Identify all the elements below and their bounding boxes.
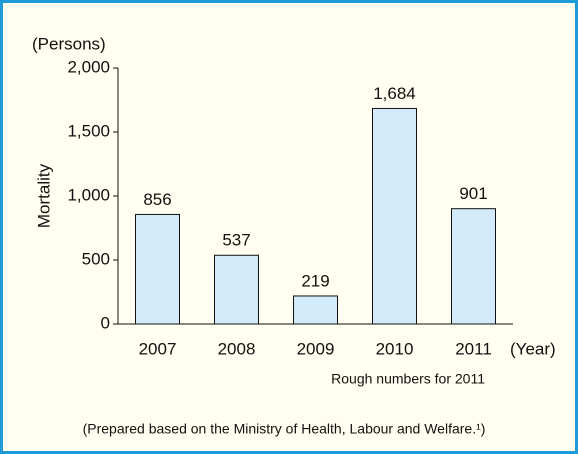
- data-label: 1,684: [373, 84, 416, 103]
- x-tick-label: 2010: [376, 339, 414, 358]
- y-unit: (Persons): [32, 34, 106, 53]
- note: Rough numbers for 2011: [331, 371, 485, 387]
- x-tick-label: 2008: [218, 339, 256, 358]
- y-tick-label: 2,000: [67, 57, 110, 76]
- source: (Prepared based on the Ministry of Healt…: [83, 421, 486, 437]
- bar: [372, 107, 417, 325]
- data-label: 856: [143, 190, 171, 209]
- x-tick-label: 2011: [455, 339, 492, 358]
- bar: [214, 254, 259, 325]
- data-label: 901: [459, 184, 487, 203]
- y-tick-label: 0: [101, 313, 110, 332]
- y-tick-label: 500: [82, 249, 110, 268]
- data-label: 537: [222, 231, 250, 250]
- data-label: 219: [301, 271, 329, 290]
- y-axis-label: Mortality: [34, 163, 53, 228]
- bar: [293, 295, 338, 325]
- x-tick-label: 2007: [139, 339, 177, 358]
- bar: [451, 208, 496, 325]
- bar: [135, 213, 180, 325]
- x-axis-label: (Year): [510, 339, 556, 358]
- y-tick-label: 1,500: [67, 121, 110, 140]
- y-tick-label: 1,000: [67, 185, 110, 204]
- x-tick-label: 2009: [297, 339, 335, 358]
